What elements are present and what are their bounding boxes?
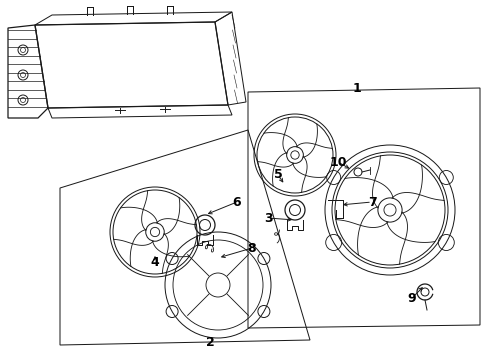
Text: 5: 5 [273,168,282,181]
Text: 6: 6 [233,195,241,208]
Text: 3: 3 [264,211,272,225]
Text: 4: 4 [150,256,159,269]
Text: 9: 9 [408,292,416,305]
Text: 10: 10 [329,156,347,168]
Text: 7: 7 [368,195,376,208]
Text: 8: 8 [247,242,256,255]
Text: 1: 1 [353,81,362,94]
Text: 2: 2 [206,336,215,348]
